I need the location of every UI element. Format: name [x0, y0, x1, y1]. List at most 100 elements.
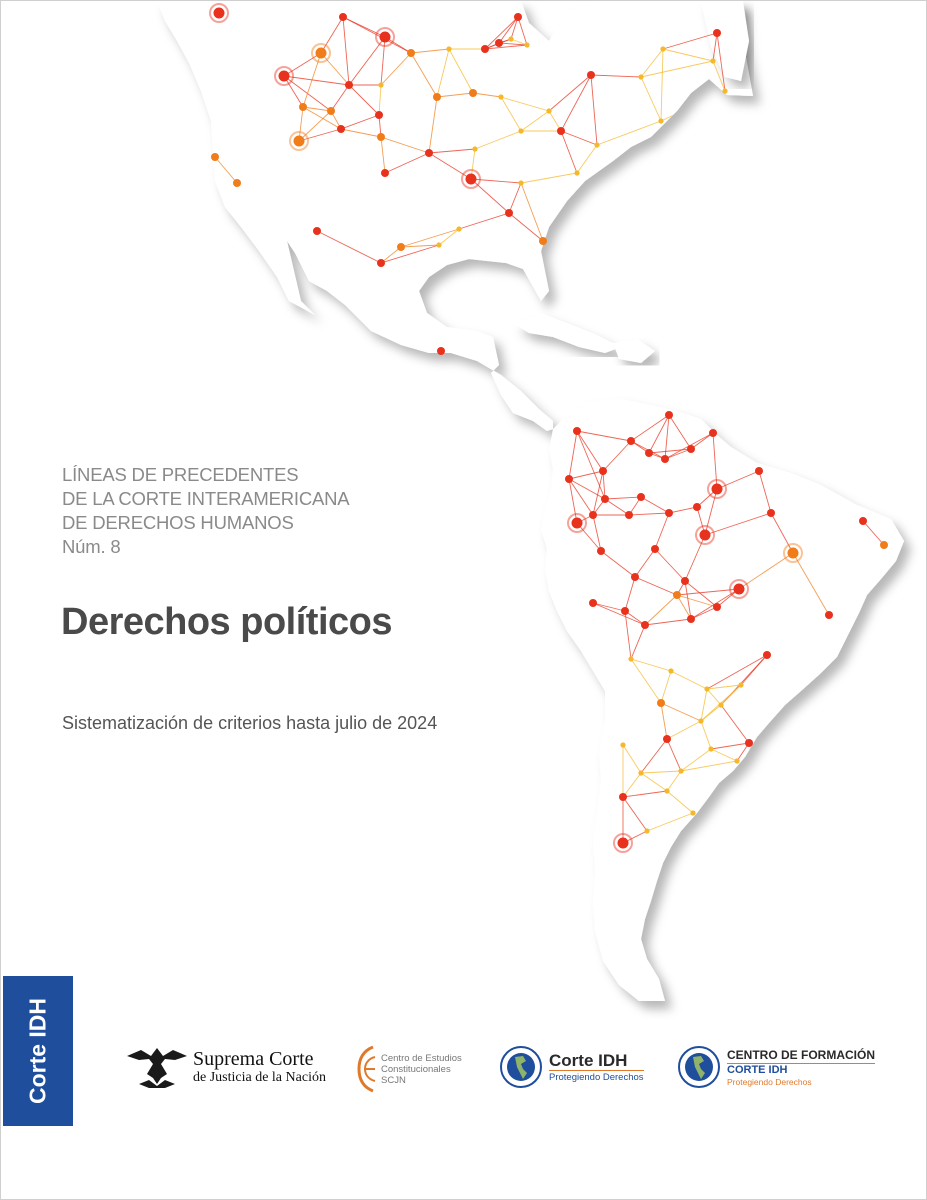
network-node [573, 427, 581, 435]
network-node [763, 651, 771, 659]
ce-monogram-icon [357, 1045, 376, 1093]
network-link [302, 106, 342, 130]
network-node [601, 495, 609, 503]
network-link [648, 448, 692, 454]
network-link [710, 748, 738, 762]
network-node [693, 503, 701, 511]
network-node [518, 128, 524, 134]
network-link [330, 84, 350, 112]
network-link [500, 96, 550, 112]
network-node [456, 226, 462, 232]
network-link [716, 32, 726, 92]
network-link [604, 498, 630, 516]
series-line-2: DE LA CORTE INTERAMERICANA [62, 488, 350, 509]
network-link [520, 182, 544, 242]
network-link [640, 772, 668, 792]
network-link [568, 470, 604, 480]
network-node [661, 455, 669, 463]
network-link [602, 440, 632, 472]
network-link [298, 110, 332, 142]
network-link [706, 688, 722, 706]
corte-idh-logo-name: Corte IDH [549, 1050, 628, 1070]
network-node [621, 607, 629, 615]
network-link [622, 796, 648, 832]
network-link [380, 244, 440, 264]
network-link [792, 552, 830, 616]
network-link [568, 430, 578, 480]
network-link [630, 658, 662, 704]
network-node [644, 828, 650, 834]
network-node-halo [613, 833, 633, 853]
network-node [594, 142, 600, 148]
network-link [484, 44, 528, 50]
network-link [662, 32, 718, 50]
network-link [640, 770, 682, 774]
network-link [704, 488, 718, 536]
network-node [508, 36, 514, 42]
network-link [712, 60, 726, 92]
network-link [668, 414, 692, 450]
network-node [745, 739, 753, 747]
network-node-halo [695, 525, 715, 545]
network-link [622, 744, 642, 774]
network-link [214, 156, 238, 184]
network-link [640, 76, 662, 122]
network-node [638, 74, 644, 80]
network-link [716, 470, 760, 490]
network-link [630, 624, 646, 660]
network-node [619, 793, 627, 801]
network-node [708, 746, 714, 752]
scjn-logo-line1: Suprema Corte [193, 1048, 314, 1070]
network-node [495, 39, 503, 47]
network-node [233, 179, 241, 187]
network-link [738, 552, 794, 590]
network-node [734, 758, 740, 764]
network-link [630, 414, 670, 442]
network-link [283, 75, 350, 86]
network-node [546, 108, 552, 114]
network-node [437, 347, 445, 355]
network-link [576, 430, 606, 500]
network-link [706, 684, 742, 690]
network-node [565, 475, 573, 483]
network-link [712, 432, 718, 490]
network-node [663, 735, 671, 743]
network-node-halo [209, 3, 229, 23]
network-node [278, 70, 290, 82]
network-node [825, 611, 833, 619]
network-link [498, 16, 519, 44]
network-node [345, 81, 353, 89]
network-link [428, 152, 472, 180]
network-link [706, 654, 768, 690]
network-link [342, 16, 412, 54]
network-node [678, 768, 684, 774]
network-link [634, 576, 678, 596]
network-node [293, 135, 305, 147]
network-link [470, 178, 522, 184]
network-node-halo [289, 131, 309, 151]
network-link [508, 182, 522, 214]
network-node [704, 686, 710, 692]
network-link [630, 658, 672, 672]
network-link [283, 75, 304, 108]
network-node [767, 509, 775, 517]
network-node [472, 146, 478, 152]
network-link [428, 148, 476, 154]
centro-formacion-tagline: Protegiendo Derechos [727, 1076, 812, 1087]
network-node [657, 699, 665, 707]
network-link [700, 704, 722, 722]
network-node-halo [274, 66, 294, 86]
network-link [283, 52, 322, 77]
scjn-logo-line2: de Justicia de la Nación [193, 1070, 326, 1085]
cuba-island [513, 313, 621, 353]
network-node [625, 511, 633, 519]
series-line-3: DE DERECHOS HUMANOS [62, 512, 294, 533]
centro-formacion-title: CENTRO DE FORMACIÓN [727, 1047, 875, 1064]
network-link [666, 770, 682, 792]
network-node [755, 467, 763, 475]
network-node [481, 45, 489, 53]
hispaniola-island [613, 339, 655, 363]
network-node-halo [461, 169, 481, 189]
network-link [660, 48, 664, 122]
network-node [465, 173, 477, 185]
